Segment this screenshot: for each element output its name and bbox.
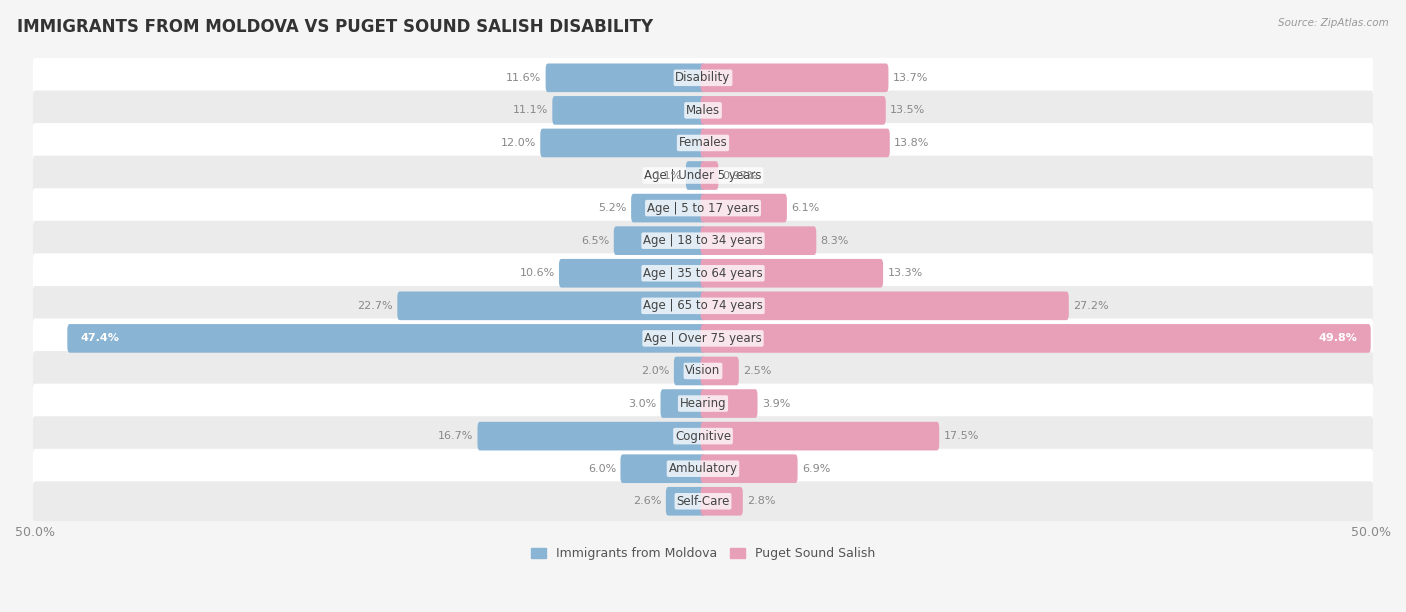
- Text: 2.6%: 2.6%: [633, 496, 662, 506]
- Text: 27.2%: 27.2%: [1073, 301, 1109, 311]
- Text: Hearing: Hearing: [679, 397, 727, 410]
- FancyBboxPatch shape: [700, 226, 817, 255]
- Text: 1.1%: 1.1%: [654, 171, 682, 181]
- FancyBboxPatch shape: [700, 161, 718, 190]
- Text: 6.5%: 6.5%: [581, 236, 609, 245]
- FancyBboxPatch shape: [32, 449, 1374, 488]
- FancyBboxPatch shape: [700, 64, 889, 92]
- FancyBboxPatch shape: [32, 155, 1374, 195]
- Text: 2.5%: 2.5%: [744, 366, 772, 376]
- FancyBboxPatch shape: [32, 416, 1374, 456]
- FancyBboxPatch shape: [666, 487, 706, 515]
- Text: 3.9%: 3.9%: [762, 398, 790, 409]
- Text: Age | 5 to 17 years: Age | 5 to 17 years: [647, 201, 759, 215]
- Text: Source: ZipAtlas.com: Source: ZipAtlas.com: [1278, 18, 1389, 28]
- FancyBboxPatch shape: [700, 194, 787, 222]
- FancyBboxPatch shape: [700, 96, 886, 125]
- Text: 8.3%: 8.3%: [821, 236, 849, 245]
- FancyBboxPatch shape: [631, 194, 706, 222]
- Text: 6.0%: 6.0%: [588, 464, 616, 474]
- FancyBboxPatch shape: [32, 221, 1374, 261]
- Text: Age | 35 to 64 years: Age | 35 to 64 years: [643, 267, 763, 280]
- FancyBboxPatch shape: [546, 64, 706, 92]
- Text: 11.1%: 11.1%: [513, 105, 548, 116]
- Text: 6.1%: 6.1%: [792, 203, 820, 213]
- Text: Self-Care: Self-Care: [676, 494, 730, 508]
- FancyBboxPatch shape: [553, 96, 706, 125]
- FancyBboxPatch shape: [32, 91, 1374, 130]
- FancyBboxPatch shape: [560, 259, 706, 288]
- Text: 5.2%: 5.2%: [599, 203, 627, 213]
- Text: 12.0%: 12.0%: [501, 138, 536, 148]
- FancyBboxPatch shape: [620, 454, 706, 483]
- Text: Vision: Vision: [685, 365, 721, 378]
- Text: 2.0%: 2.0%: [641, 366, 669, 376]
- FancyBboxPatch shape: [661, 389, 706, 418]
- Text: IMMIGRANTS FROM MOLDOVA VS PUGET SOUND SALISH DISABILITY: IMMIGRANTS FROM MOLDOVA VS PUGET SOUND S…: [17, 18, 652, 36]
- Text: Age | Over 75 years: Age | Over 75 years: [644, 332, 762, 345]
- Text: 6.9%: 6.9%: [801, 464, 830, 474]
- FancyBboxPatch shape: [614, 226, 706, 255]
- FancyBboxPatch shape: [700, 324, 1371, 353]
- Legend: Immigrants from Moldova, Puget Sound Salish: Immigrants from Moldova, Puget Sound Sal…: [526, 542, 880, 565]
- Text: Age | Under 5 years: Age | Under 5 years: [644, 169, 762, 182]
- FancyBboxPatch shape: [540, 129, 706, 157]
- Text: 11.6%: 11.6%: [506, 73, 541, 83]
- FancyBboxPatch shape: [32, 123, 1374, 163]
- Text: 13.8%: 13.8%: [894, 138, 929, 148]
- Text: 17.5%: 17.5%: [943, 431, 979, 441]
- Text: 16.7%: 16.7%: [437, 431, 474, 441]
- Text: 13.3%: 13.3%: [887, 268, 922, 278]
- FancyBboxPatch shape: [700, 129, 890, 157]
- Text: 2.8%: 2.8%: [747, 496, 776, 506]
- Text: Disability: Disability: [675, 72, 731, 84]
- Text: Cognitive: Cognitive: [675, 430, 731, 442]
- FancyBboxPatch shape: [32, 253, 1374, 293]
- FancyBboxPatch shape: [32, 482, 1374, 521]
- Text: 13.5%: 13.5%: [890, 105, 925, 116]
- FancyBboxPatch shape: [32, 188, 1374, 228]
- Text: Females: Females: [679, 136, 727, 149]
- Text: Age | 65 to 74 years: Age | 65 to 74 years: [643, 299, 763, 312]
- FancyBboxPatch shape: [673, 357, 706, 386]
- FancyBboxPatch shape: [398, 291, 706, 320]
- FancyBboxPatch shape: [32, 58, 1374, 98]
- Text: Males: Males: [686, 104, 720, 117]
- FancyBboxPatch shape: [700, 422, 939, 450]
- FancyBboxPatch shape: [32, 318, 1374, 358]
- FancyBboxPatch shape: [32, 286, 1374, 326]
- FancyBboxPatch shape: [32, 351, 1374, 391]
- Text: 0.97%: 0.97%: [723, 171, 758, 181]
- FancyBboxPatch shape: [478, 422, 706, 450]
- Text: 13.7%: 13.7%: [893, 73, 928, 83]
- Text: 3.0%: 3.0%: [628, 398, 657, 409]
- Text: 49.8%: 49.8%: [1319, 334, 1358, 343]
- FancyBboxPatch shape: [32, 384, 1374, 424]
- Text: 10.6%: 10.6%: [519, 268, 555, 278]
- FancyBboxPatch shape: [700, 454, 797, 483]
- Text: 47.4%: 47.4%: [80, 334, 120, 343]
- FancyBboxPatch shape: [686, 161, 706, 190]
- FancyBboxPatch shape: [700, 291, 1069, 320]
- Text: Age | 18 to 34 years: Age | 18 to 34 years: [643, 234, 763, 247]
- FancyBboxPatch shape: [700, 357, 738, 386]
- FancyBboxPatch shape: [700, 259, 883, 288]
- Text: 22.7%: 22.7%: [357, 301, 394, 311]
- FancyBboxPatch shape: [700, 487, 742, 515]
- Text: Ambulatory: Ambulatory: [668, 462, 738, 475]
- FancyBboxPatch shape: [700, 389, 758, 418]
- FancyBboxPatch shape: [67, 324, 706, 353]
